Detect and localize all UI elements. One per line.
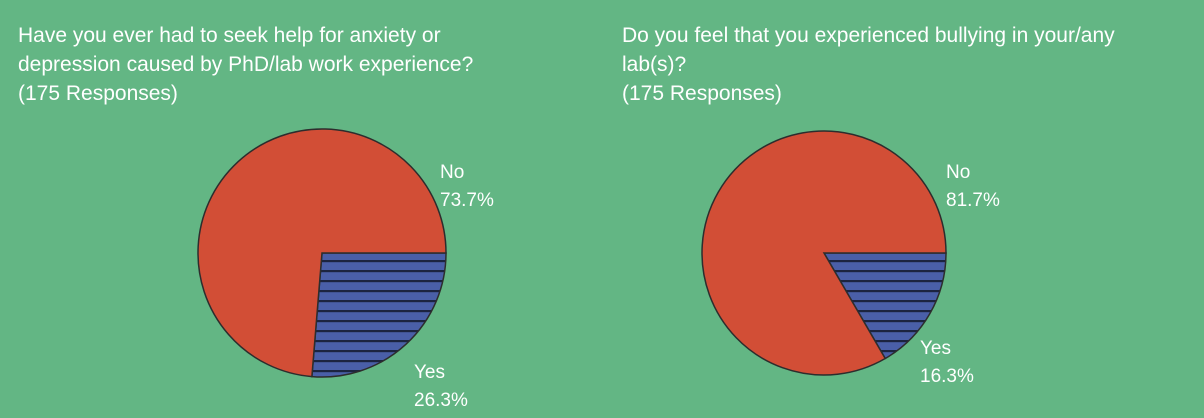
slice-label-no: No: [440, 162, 464, 183]
chart-title-line: lab(s)?: [622, 53, 687, 76]
pie-slice-no: [701, 130, 947, 376]
slice-value-yes: 16.3%: [920, 366, 974, 387]
chart-title-line: Do you feel that you experienced bullyin…: [622, 24, 1115, 47]
pie-chart-bullying: No 81.7% Yes 16.3%: [701, 130, 1000, 387]
pie-chart-anxiety: No 73.7% Yes 26.3%: [197, 128, 494, 411]
slice-value-no: 73.7%: [440, 190, 494, 211]
chart-subtitle: (175 Responses): [622, 82, 782, 105]
slice-value-no: 81.7%: [946, 190, 1000, 211]
chart-title-line: Have you ever had to seek help for anxie…: [18, 24, 441, 47]
pie-slice-no: [197, 128, 447, 378]
chart-subtitle: (175 Responses): [18, 82, 178, 105]
chart-title: Have you ever had to seek help for anxie…: [18, 21, 584, 108]
chart-panel-anxiety: Have you ever had to seek help for anxie…: [18, 21, 584, 411]
slice-label-no: No: [946, 162, 970, 183]
chart-title: Do you feel that you experienced bullyin…: [622, 21, 1190, 108]
slice-value-yes: 26.3%: [414, 390, 468, 411]
slice-label-yes: Yes: [920, 338, 951, 359]
chart-panel-bullying: Do you feel that you experienced bullyin…: [602, 0, 1204, 418]
slice-label-yes: Yes: [414, 362, 445, 383]
pie-slice-yes: [311, 252, 447, 378]
pie-slice-yes: [822, 252, 947, 360]
chart-title-line: depression caused by PhD/lab work experi…: [18, 53, 474, 76]
